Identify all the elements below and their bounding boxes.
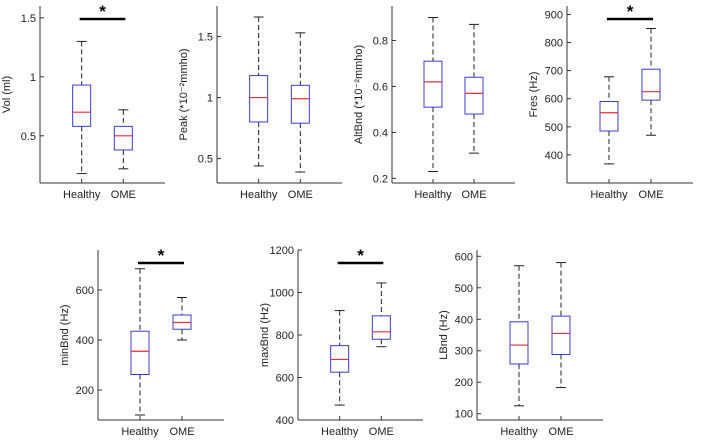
y-axis-label: Fres (Hz)	[528, 72, 540, 118]
y-tick-label: 1000	[270, 288, 294, 300]
box-iqr	[551, 315, 571, 356]
boxplot-panel: 400 600 800 1000 1200 maxBnd (Hz) Healthy OME *	[259, 245, 423, 438]
y-tick-label: 500	[545, 122, 563, 134]
y-tick-label: 800	[276, 330, 294, 342]
y-tick-label: 0.4	[373, 127, 388, 139]
x-tick-label: OME	[111, 189, 136, 201]
y-tick-label: 600	[76, 285, 94, 297]
x-tick-label: Healthy	[63, 189, 101, 201]
box-iqr	[249, 75, 269, 123]
box-iqr	[113, 125, 133, 151]
y-tick-label: 400	[276, 415, 294, 427]
significance-star: *	[627, 2, 634, 21]
x-tick-label: OME	[369, 426, 394, 438]
y-tick-label: 1.5	[198, 32, 213, 44]
y-tick-label: 200	[455, 377, 473, 389]
box-iqr	[130, 330, 150, 375]
boxplot-panel: 0.5 1 1.5 Vol (ml) Healthy OME *	[1, 2, 165, 201]
y-axis-label: AltBnd (*10⁻²mmho)	[353, 45, 365, 144]
box-iqr	[509, 321, 529, 365]
y-tick-label: 200	[76, 385, 94, 397]
x-tick-label: OME	[638, 189, 663, 201]
y-tick-label: 700	[545, 66, 563, 78]
y-tick-label: 1.5	[21, 13, 36, 25]
y-tick-label: 400	[76, 335, 94, 347]
y-tick-label: 0.8	[373, 35, 388, 47]
x-tick-label: Healthy	[240, 189, 278, 201]
y-tick-label: 600	[545, 94, 563, 106]
boxplot-panel: 100 200 300 400 500 600 LBnd (Hz) Healthy OME	[438, 250, 603, 438]
y-axis-label: LBnd (Hz)	[438, 310, 450, 360]
x-tick-label: Healthy	[414, 189, 452, 201]
box-iqr	[290, 84, 310, 124]
x-tick-label: OME	[288, 189, 313, 201]
y-axis-label: minBnd (Hz)	[59, 304, 71, 365]
y-tick-label: 500	[455, 283, 473, 295]
boxplot-panel: 400 500 600 700 800 900 Fres (Hz) Healthy OME *	[528, 2, 693, 201]
y-tick-label: 1200	[270, 245, 294, 257]
y-tick-label: 800	[545, 38, 563, 50]
box-iqr	[464, 76, 484, 115]
y-tick-label: 400	[545, 150, 563, 162]
box-iqr	[423, 60, 443, 108]
box-iqr	[641, 68, 661, 101]
y-tick-label: 1	[30, 72, 36, 84]
y-tick-label: 0.2	[373, 173, 388, 185]
y-axis-label: Vol (ml)	[1, 76, 13, 113]
y-axis-label: maxBnd (Hz)	[259, 303, 271, 367]
y-tick-label: 0.6	[373, 81, 388, 93]
y-axis-label: Peak (*10⁻²mmho)	[178, 48, 190, 140]
y-tick-label: 0.5	[21, 131, 36, 143]
y-tick-label: 900	[545, 9, 563, 21]
y-tick-label: 600	[455, 251, 473, 263]
boxplot-panel: 200 400 600 minBnd (Hz) Healthy OME *	[59, 246, 224, 438]
box-iqr	[371, 315, 391, 340]
x-tick-label: OME	[461, 189, 486, 201]
x-tick-label: Healthy	[590, 189, 628, 201]
x-tick-label: OME	[548, 426, 573, 438]
box-iqr	[599, 101, 619, 132]
boxplot-panel: 0.5 1 1.5 Peak (*10⁻²mmho) Healthy OME	[178, 6, 342, 201]
y-tick-label: 300	[455, 346, 473, 358]
y-tick-label: 0.5	[198, 154, 213, 166]
significance-star: *	[99, 2, 106, 21]
y-tick-label: 1	[207, 93, 213, 105]
x-tick-label: Healthy	[121, 426, 159, 438]
x-tick-label: OME	[169, 426, 194, 438]
x-tick-label: Healthy	[500, 426, 538, 438]
significance-star: *	[158, 246, 165, 265]
y-tick-label: 100	[455, 409, 473, 421]
y-tick-label: 600	[276, 373, 294, 385]
box-iqr	[72, 84, 92, 127]
x-tick-label: Healthy	[321, 426, 359, 438]
y-tick-label: 400	[455, 314, 473, 326]
significance-star: *	[357, 246, 364, 265]
boxplot-panel: 0.2 0.4 0.6 0.8 AltBnd (*10⁻²mmho) Healthy OME	[353, 6, 515, 201]
